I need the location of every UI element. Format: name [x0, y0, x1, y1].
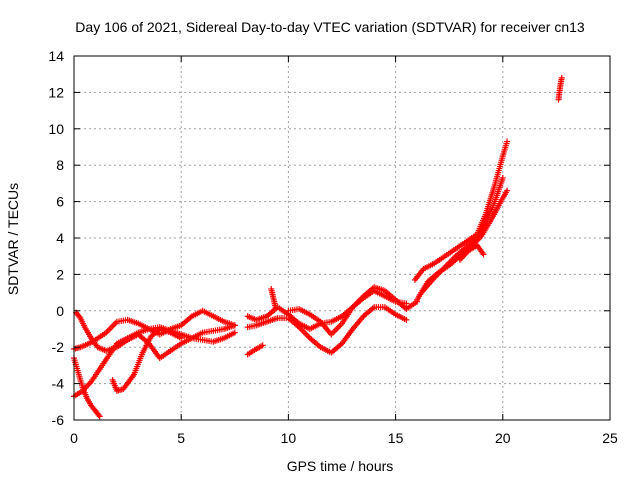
axis-ticks: 0 5 10 15 20 25 -6 -4 -2 0 2 4 6 8 10 12 14 — [48, 48, 618, 446]
x-tick-label: 20 — [495, 430, 511, 446]
data-point — [95, 411, 102, 418]
data-point — [504, 138, 511, 145]
y-tick-label: -4 — [52, 376, 65, 392]
y-tick-label: -6 — [52, 412, 65, 428]
series-track-o — [555, 74, 565, 103]
y-tick-label: 14 — [48, 48, 64, 64]
y-tick-label: 6 — [56, 194, 64, 210]
series-track-d — [71, 355, 103, 420]
series-track-h — [285, 284, 421, 338]
data-point — [231, 322, 238, 329]
y-tick-label: 10 — [48, 121, 64, 137]
y-axis-label: SDTVAR / TECUs — [5, 183, 21, 295]
data-point — [499, 174, 506, 181]
x-tick-label: 10 — [281, 430, 297, 446]
data-point — [272, 304, 279, 311]
y-tick-label: 4 — [56, 230, 64, 246]
data-point — [96, 413, 103, 420]
series-track-g — [244, 304, 410, 356]
y-tick-label: 2 — [56, 266, 64, 282]
x-tick-label: 0 — [70, 430, 78, 446]
series-track-n — [456, 242, 487, 263]
data-point — [259, 342, 266, 349]
data-point — [403, 316, 410, 323]
data-point — [504, 187, 511, 194]
x-axis-label: GPS time / hours — [287, 458, 394, 474]
y-tick-label: 8 — [56, 157, 64, 173]
y-tick-label: 12 — [48, 84, 64, 100]
data-point — [558, 74, 565, 81]
series-track-c — [73, 309, 238, 362]
data-points — [71, 74, 565, 420]
chart-title: Day 106 of 2021, Sidereal Day-to-day VTE… — [75, 19, 585, 35]
series-track-m — [418, 174, 506, 296]
data-point — [178, 335, 185, 342]
x-tick-label: 25 — [602, 430, 618, 446]
data-point — [480, 251, 487, 258]
data-point — [76, 313, 83, 320]
y-tick-label: -2 — [52, 339, 65, 355]
y-tick-label: 0 — [56, 303, 64, 319]
x-tick-label: 15 — [388, 430, 404, 446]
data-point — [403, 300, 410, 307]
series-track-i — [244, 342, 266, 358]
grid — [74, 56, 610, 420]
series-track-e — [109, 326, 185, 394]
data-point — [231, 329, 238, 336]
series-track-j — [268, 285, 279, 311]
x-tick-label: 5 — [177, 430, 185, 446]
